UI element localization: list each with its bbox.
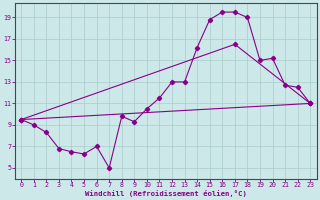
- X-axis label: Windchill (Refroidissement éolien,°C): Windchill (Refroidissement éolien,°C): [85, 190, 247, 197]
